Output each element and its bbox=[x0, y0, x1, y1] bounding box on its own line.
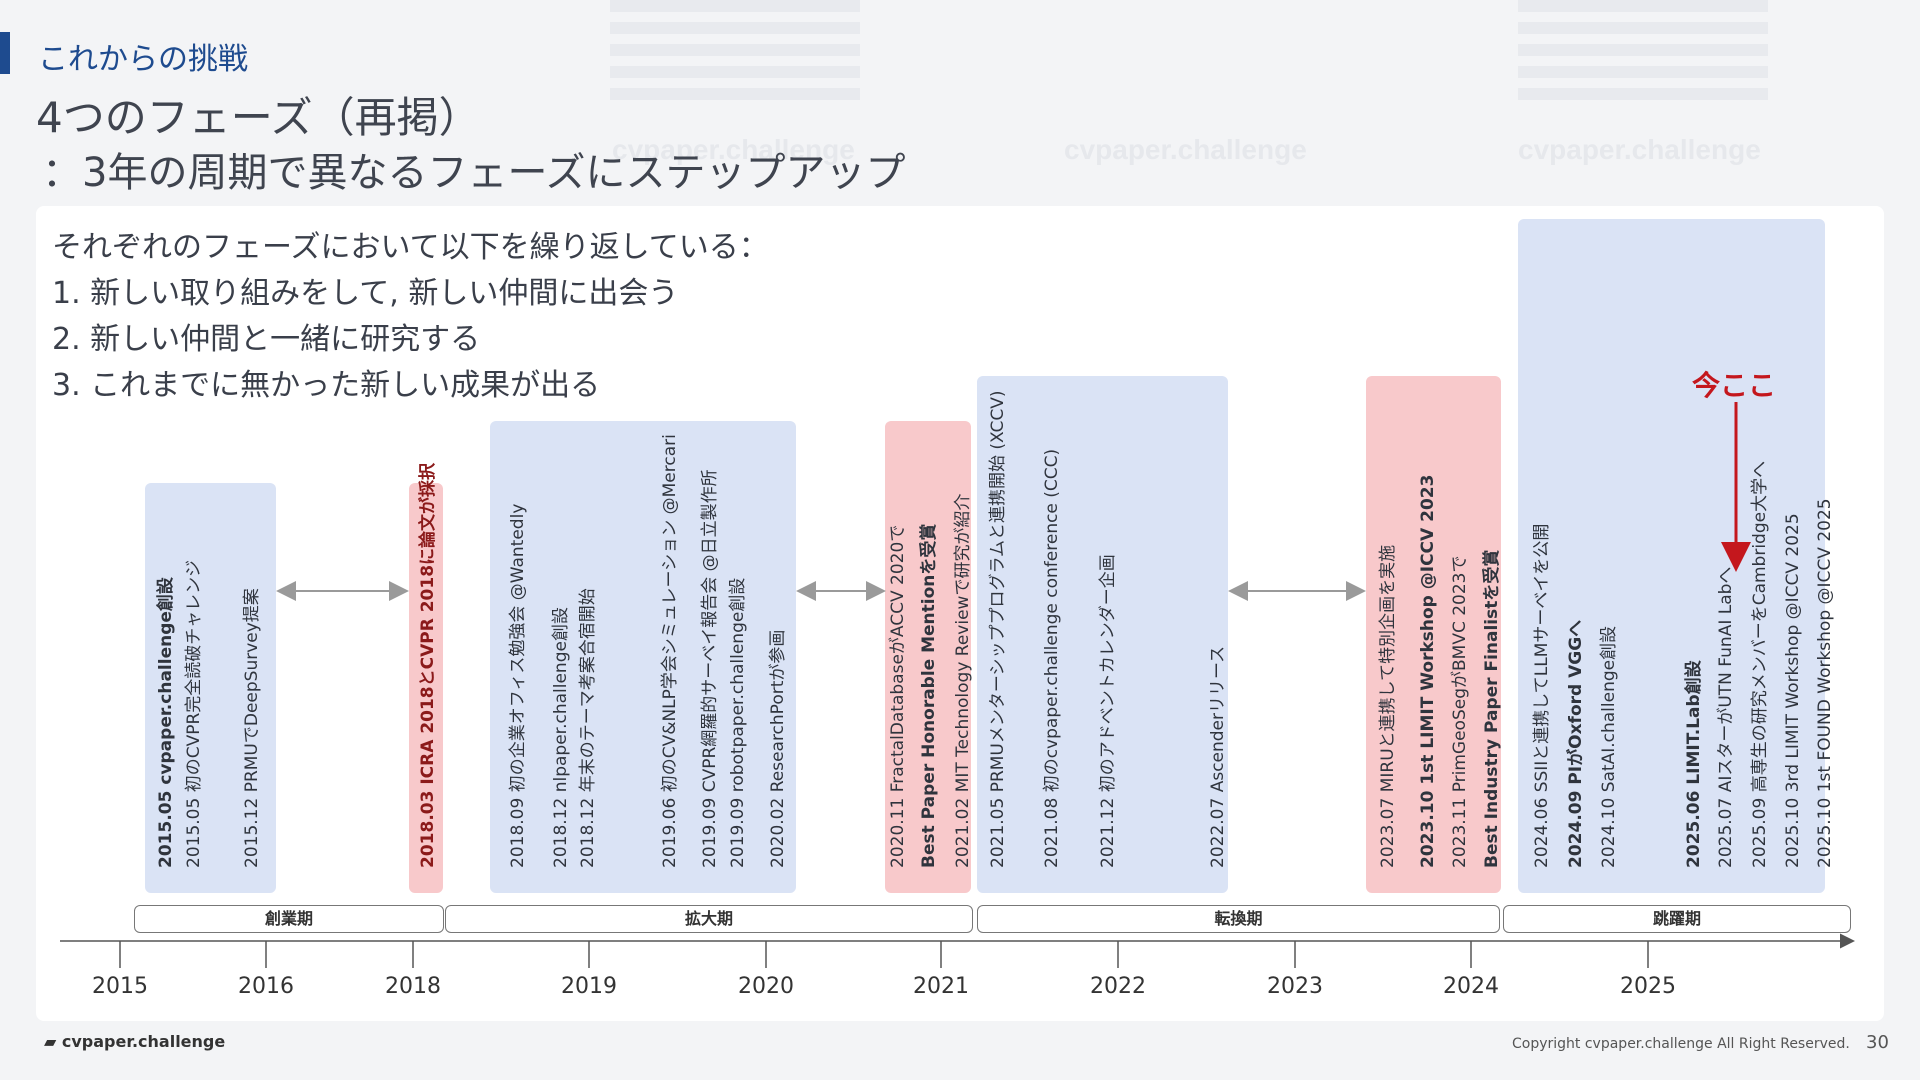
event-text: 2018.12 nlpaper.challenge創設 bbox=[551, 607, 571, 868]
event-group-box bbox=[145, 483, 276, 893]
event-text: 2015.05 初のCVPR完全読破チャレンジ bbox=[184, 559, 204, 868]
event-text: 2018.03 ICRA 2018とCVPR 2018に論文が採択 bbox=[418, 462, 438, 868]
now-marker-label: 今ここ bbox=[1692, 369, 1777, 402]
phase-label: 跳躍期 bbox=[1503, 905, 1851, 933]
footer-logo-text: cvpaper.challenge bbox=[61, 1032, 226, 1051]
event-group-box bbox=[1366, 376, 1501, 893]
watermark-text: cvpaper.challenge bbox=[612, 134, 855, 165]
event-text: 2025.07 AIスターがUTN FunAI Labへ bbox=[1716, 566, 1736, 868]
event-text: 2022.07 Ascenderリリース bbox=[1208, 645, 1228, 868]
event-text: 2023.07 MIRUと連携して特別企画を実施 bbox=[1378, 544, 1398, 868]
intro-lead: それぞれのフェーズにおいて以下を繰り返している： bbox=[52, 230, 769, 265]
phase-label: 転換期 bbox=[977, 905, 1500, 933]
intro-item: 3. これまでに無かった新しい成果が出る bbox=[52, 368, 601, 403]
event-text: 2019.06 初のCV&NLP学会シミュレーション @Mercari bbox=[660, 434, 680, 868]
watermark-text: cvpaper.challenge bbox=[1064, 134, 1307, 165]
event-text: Best Industry Paper Finalistを受賞 bbox=[1482, 549, 1502, 868]
year-label: 2020 bbox=[738, 974, 794, 999]
event-text: 2015.05 cvpaper.challenge創設 bbox=[156, 577, 176, 868]
event-text: 2025.06 LIMIT.Lab創設 bbox=[1684, 660, 1704, 868]
event-text: 2024.10 SatAI.challenge創設 bbox=[1599, 625, 1619, 868]
event-text: 2015.12 PRMUでDeepSurvey提案 bbox=[242, 588, 262, 868]
intro-item: 2. 新しい仲間と一緒に研究する bbox=[52, 322, 481, 357]
event-group-box bbox=[885, 421, 971, 893]
phase-label: 創業期 bbox=[134, 905, 444, 933]
event-text: 2019.09 robotpaper.challenge創設 bbox=[728, 577, 748, 868]
event-text: 2021.05 PRMUメンターシッププログラムと連携開始 (XCCV) bbox=[988, 390, 1008, 868]
page-number: 30 bbox=[1866, 1032, 1889, 1053]
page-title: 4つのフェーズ（再掲） bbox=[36, 93, 481, 142]
section-title: これからの挑戦 bbox=[38, 42, 248, 77]
watermark-stripes bbox=[610, 0, 860, 110]
year-label: 2018 bbox=[385, 974, 441, 999]
event-text: Best Paper Honorable Mentionを受賞 bbox=[919, 523, 939, 868]
year-label: 2021 bbox=[913, 974, 969, 999]
event-group-box bbox=[409, 483, 443, 893]
phase-label: 拡大期 bbox=[445, 905, 973, 933]
event-text: 2018.12 年末のテーマ考案合宿開始 bbox=[578, 588, 598, 868]
event-text: 2024.06 SSIIと連携してLLMサーベイを公開 bbox=[1532, 523, 1552, 868]
event-text: 2021.02 MIT Technology Reviewで研究が紹介 bbox=[953, 493, 973, 868]
intro-item: 1. 新しい取り組みをして, 新しい仲間に出会う bbox=[52, 276, 679, 311]
watermark-text: cvpaper.challenge bbox=[1518, 134, 1761, 165]
year-label: 2022 bbox=[1090, 974, 1146, 999]
year-label: 2019 bbox=[561, 974, 617, 999]
footer-logo: ▰ cvpaper.challenge bbox=[44, 1032, 226, 1051]
event-text: 2020.11 FractalDatabaseがACCV 2020で bbox=[888, 524, 908, 868]
year-label: 2024 bbox=[1443, 974, 1499, 999]
event-group-box bbox=[1518, 219, 1825, 893]
event-text: 2025.10 1st FOUND Workshop @ICCV 2025 bbox=[1815, 498, 1835, 868]
year-label: 2015 bbox=[92, 974, 148, 999]
event-text: 2018.09 初の企業オフィス勉強会 @Wantedly bbox=[508, 503, 528, 868]
watermark-stripes bbox=[1518, 0, 1768, 110]
event-text: 2023.10 1st LIMIT Workshop @ICCV 2023 bbox=[1418, 474, 1438, 868]
event-text: 2025.09 高専生の研究メンバーをCambridge大学へ bbox=[1750, 460, 1770, 868]
year-label: 2025 bbox=[1620, 974, 1676, 999]
event-text: 2024.09 PIがOxford VGGへ bbox=[1566, 619, 1586, 868]
copyright: Copyright cvpaper.challenge All Right Re… bbox=[1512, 1036, 1850, 1052]
year-label: 2016 bbox=[238, 974, 294, 999]
event-text: 2021.12 初のアドベントカレンダー企画 bbox=[1098, 554, 1118, 868]
event-text: 2021.08 初のcvpaper.challenge conference (… bbox=[1042, 448, 1062, 868]
page-subtitle: ：3年の周期で異なるフェーズにステップアップ bbox=[42, 150, 906, 196]
year-label: 2023 bbox=[1267, 974, 1323, 999]
event-text: 2025.10 3rd LIMIT Workshop @ICCV 2025 bbox=[1783, 513, 1803, 868]
section-accent-bar bbox=[0, 32, 10, 74]
event-text: 2020.02 ResearchPortが参画 bbox=[768, 629, 788, 868]
event-group-box bbox=[977, 376, 1228, 893]
event-text: 2023.11 PrimGeoSegがBMVC 2023で bbox=[1450, 555, 1470, 869]
event-text: 2019.09 CVPR網羅的サーベイ報告会 @日立製作所 bbox=[700, 469, 720, 868]
event-group-box bbox=[490, 421, 796, 893]
